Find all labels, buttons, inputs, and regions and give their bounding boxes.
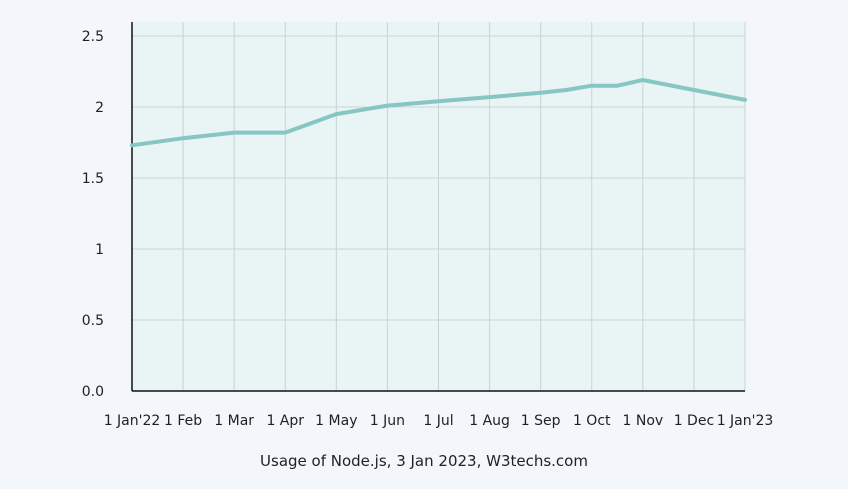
x-tick-label: 1 Jun [370,413,405,429]
y-tick-label: 0.5 [82,313,104,329]
x-tick-label: 1 Dec [674,413,714,429]
y-tick-label: 2.5 [82,29,104,45]
line-chart: 0.00.511.522.5 1 Jan'22 1 Feb 1 Mar 1 Apr 1 … [82,22,774,429]
chart-caption: Usage of Node.js, 3 Jan 2023, W3techs.co… [260,452,588,470]
x-tick-label: 1 Sep [521,413,561,429]
x-tick-label: 1 Mar [214,413,254,429]
x-tick-label: 1 Oct [573,413,611,429]
x-tick-label: 1 Nov [622,413,663,429]
x-tick-label: 1 Jul [423,413,453,429]
horizontal-gridlines [132,35,745,321]
x-tick-labels: 1 Jan'22 1 Feb 1 Mar 1 Apr 1 May 1 Jun 1 Jul 1 … [104,413,774,429]
x-tick-label: 1 Aug [469,413,510,429]
series-line [130,78,747,148]
x-tick-label: 1 Feb [164,413,202,429]
x-tick-label: 1 Jan'23 [717,413,774,429]
y-tick-label: 0.0 [82,384,104,400]
vertical-gridlines [182,22,746,391]
y-tick-label: 1 [95,242,104,258]
y-tick-labels: 0.0 0.5 1 1.5 2 2.5 [82,29,104,400]
x-tick-label: 1 Jan'22 [104,413,161,429]
y-tick-label: 2 [95,100,104,116]
x-tick-label: 1 May [315,413,357,429]
x-tick-label: 1 Apr [266,413,304,429]
y-tick-label: 1.5 [82,171,104,187]
